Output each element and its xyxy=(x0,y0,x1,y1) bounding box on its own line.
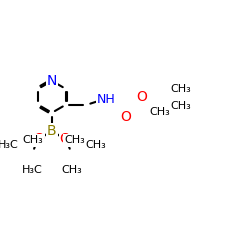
Text: H₃C: H₃C xyxy=(22,164,42,174)
Text: CH₃: CH₃ xyxy=(22,136,43,145)
Text: CH₃: CH₃ xyxy=(150,107,171,117)
Text: H₃C: H₃C xyxy=(0,140,19,150)
Text: NH: NH xyxy=(97,92,116,106)
Text: N: N xyxy=(47,74,57,88)
Text: CH₃: CH₃ xyxy=(62,164,82,174)
Text: CH₃: CH₃ xyxy=(64,136,85,145)
Text: O: O xyxy=(60,132,70,146)
Text: CH₃: CH₃ xyxy=(85,140,106,150)
Text: O: O xyxy=(33,132,44,146)
Text: B: B xyxy=(47,124,57,138)
Text: CH₃: CH₃ xyxy=(170,100,191,110)
Text: CH₃: CH₃ xyxy=(170,84,191,94)
Text: O: O xyxy=(136,90,147,104)
Text: O: O xyxy=(120,110,132,124)
